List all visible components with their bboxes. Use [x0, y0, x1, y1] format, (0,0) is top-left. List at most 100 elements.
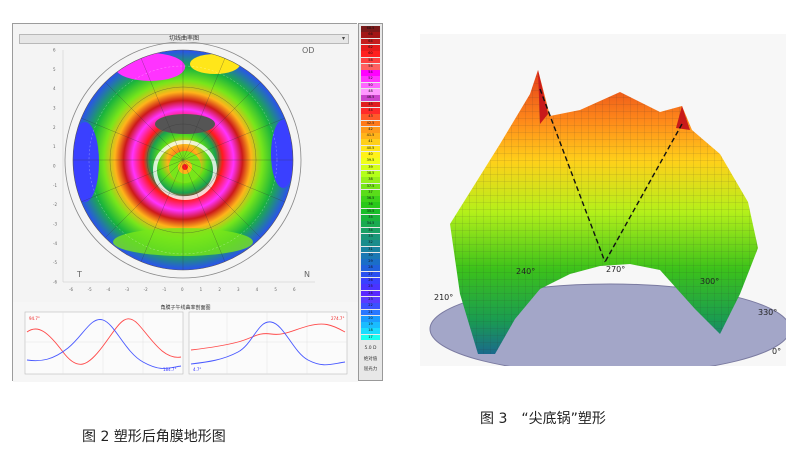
x-tick-label: -1	[162, 287, 166, 292]
scale-footer-label: 5.0 D	[364, 346, 377, 351]
x-tick-label: -6	[69, 287, 73, 292]
scale-cell: 30	[361, 252, 380, 259]
corneal-topography-map: 6 5 4 3 2 1 0 -1 -2 -3 -4 -5 -6 -6 -5 -4 -3 -2 -1 0 1 2 3 4 5 6	[53, 42, 315, 292]
scale-cell: 46.5	[361, 95, 380, 102]
scale-cell: 25	[361, 284, 380, 291]
scale-cell: 27	[361, 271, 380, 278]
y-tick-label: -4	[53, 241, 57, 246]
scale-cell: 64	[361, 38, 380, 45]
profile-red-right	[190, 323, 346, 351]
angle-label-0: 0°	[772, 347, 781, 356]
scale-cell: 42	[361, 126, 380, 133]
scale-footer-label: 屈光力	[363, 367, 378, 372]
nasal-label: N	[304, 270, 310, 279]
profile-chart: 94.7° 274.7° 184.7° 4.7°	[24, 311, 348, 375]
outer-degree-ring	[64, 42, 302, 279]
angle-label-210: 210°	[434, 293, 453, 302]
disc-border	[72, 49, 294, 271]
x-tick-label: 1	[200, 287, 203, 292]
meridian-lines	[73, 50, 293, 270]
axis-grid	[62, 50, 315, 283]
diopter-color-scale: 68.5 66 64 62 60 58 56 54 52 50 48 46.5 45 44 43 42.5 42…	[358, 23, 383, 381]
scale-cell: 44	[361, 107, 380, 114]
profile-red-left	[26, 318, 182, 365]
x-tick-label: -2	[144, 287, 148, 292]
y-tick-label: -3	[53, 222, 57, 227]
figure-2-caption: 图 2 塑形后角膜地形图	[82, 429, 226, 445]
x-tick-label: 6	[293, 287, 296, 292]
y-tick-label: -6	[53, 280, 57, 285]
surface-mesh	[450, 70, 758, 354]
angle-label-330: 330°	[758, 308, 777, 317]
profile-dashed-lines	[539, 88, 683, 263]
concentric-rings	[88, 65, 278, 255]
scale-cell: 58	[361, 57, 380, 64]
x-axis-ticks: -6 -5 -4 -3 -2 -1 0 1 2 3 4 5 6	[69, 287, 296, 292]
scale-cell: 35.5	[361, 208, 380, 215]
map-type-dropdown[interactable]: 切线曲率图 ▾	[19, 34, 349, 44]
y-axis-ticks: 6 5 4 3 2 1 0 -1 -2 -3 -4 -5 -6	[53, 48, 57, 285]
scale-footer-label: 绝对值	[363, 357, 378, 362]
scale-cell: 45	[361, 101, 380, 108]
map-type-label: 切线曲率图	[168, 35, 199, 42]
angle-label-270: 270°	[606, 265, 625, 274]
scale-cell: 62	[361, 44, 380, 51]
scale-cell: 37	[361, 189, 380, 196]
scale-cell: 48	[361, 89, 380, 95]
profile-left-tag-blue: 184.7°	[163, 367, 176, 372]
scale-cell: 37.5	[361, 183, 380, 190]
angle-label-240: 240°	[516, 267, 535, 276]
y-tick-label: -2	[53, 202, 57, 207]
y-tick-label: 6	[53, 48, 56, 53]
profile-blue-left	[26, 319, 182, 369]
temporal-label: T	[77, 270, 82, 279]
peak-right	[676, 106, 690, 130]
scale-cell: 52	[361, 76, 380, 83]
scale-cell: 20	[361, 315, 380, 322]
scale-cell: 50	[361, 82, 380, 89]
profile-title: 角膜子午线曲率剖面图	[160, 305, 211, 311]
scale-cell: 41.5	[361, 133, 380, 139]
y-tick-label: 3	[53, 106, 56, 111]
scale-cell: 60	[361, 51, 380, 57]
scale-cell: 40	[361, 152, 380, 158]
x-tick-label: -5	[88, 287, 92, 292]
scale-cell: 39	[361, 164, 380, 171]
scale-cell: 19	[361, 322, 380, 328]
x-tick-label: 2	[218, 287, 221, 292]
scale-cell: 38.5	[361, 170, 380, 177]
eye-label: OD	[302, 46, 315, 55]
scale-cell: 23	[361, 296, 380, 303]
scale-cell: 28	[361, 265, 380, 272]
scale-cell: 34.5	[361, 221, 380, 228]
chevron-down-icon: ▾	[341, 35, 345, 42]
y-tick-label: -5	[53, 260, 57, 265]
profile-right-tag-blue: 4.7°	[193, 367, 201, 372]
figure-3-caption: 图 3 “尖底锅”塑形	[480, 411, 606, 427]
scale-cell: 35	[361, 215, 380, 221]
scale-cell: 31	[361, 246, 380, 253]
figure-2-topography: 切线曲率图 ▾ OD T N	[12, 23, 358, 382]
scale-cell: 41	[361, 139, 380, 146]
topography-panel: 切线曲率图 ▾ OD T N	[13, 24, 358, 303]
meridian-profile-panel: 角膜子午线曲率剖面图 94.7° 274.7° 184.7° 4.7°	[13, 302, 358, 382]
profile-right-tag: 274.7°	[331, 316, 344, 321]
x-tick-label: -4	[106, 287, 110, 292]
y-tick-label: 5	[53, 67, 56, 72]
x-tick-label: -3	[125, 287, 129, 292]
scale-cell: 56	[361, 63, 380, 70]
scale-cell: 29	[361, 259, 380, 265]
y-tick-label: 2	[53, 125, 56, 130]
scale-cell: 26	[361, 278, 380, 284]
x-tick-label: 0	[181, 287, 184, 292]
scale-cell: 18	[361, 328, 380, 335]
3d-surface-plot: 240° 270° 300° 210° 330° 0°	[429, 70, 791, 375]
scale-cell: 40.5	[361, 145, 380, 152]
scale-cell: 36.5	[361, 196, 380, 202]
scale-cell: 66	[361, 32, 380, 39]
scale-cell: 68.5	[361, 26, 380, 32]
angle-label-300: 300°	[700, 277, 719, 286]
x-tick-label: 3	[237, 287, 240, 292]
scale-cell: 42.5	[361, 120, 380, 127]
scale-cell: 36	[361, 202, 380, 209]
